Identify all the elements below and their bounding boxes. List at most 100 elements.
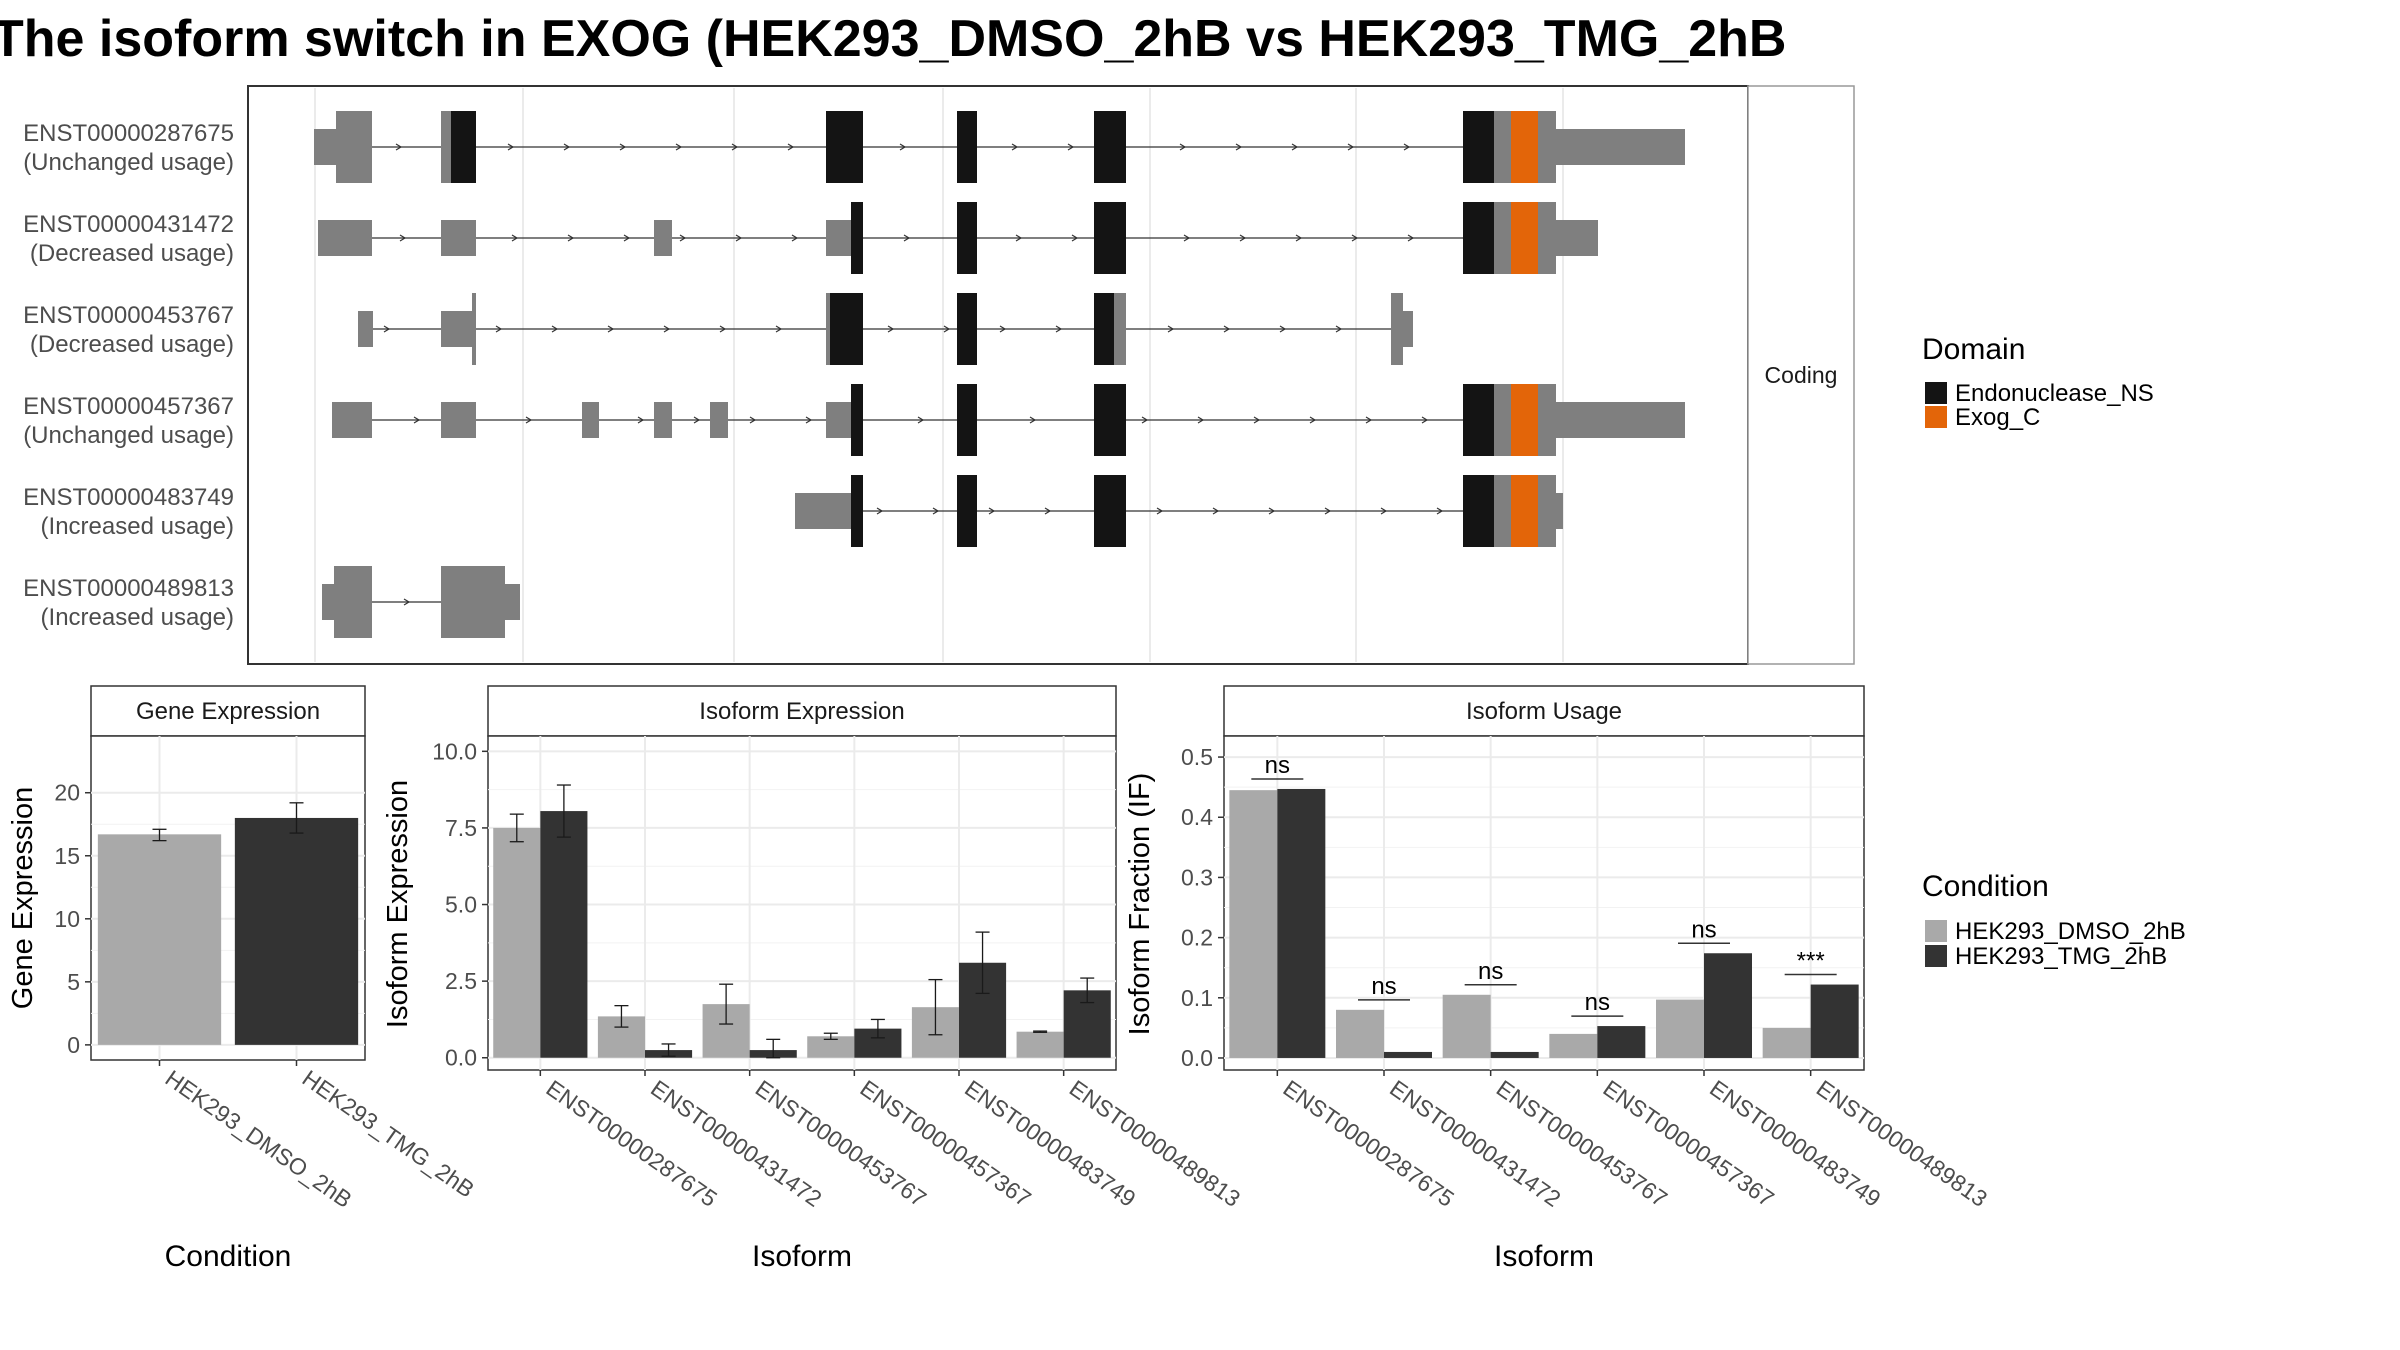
strand-arrow	[1295, 234, 1303, 242]
exon-block	[1463, 111, 1494, 183]
exon-block	[1463, 202, 1494, 274]
structure-strip	[1747, 85, 1855, 665]
isoform-track	[314, 111, 1685, 183]
exon-block	[1556, 493, 1563, 529]
exon-block	[851, 384, 863, 456]
structure-strip-label: Coding	[1765, 362, 1838, 388]
strand-arrow	[1015, 234, 1023, 242]
strand-arrow	[876, 507, 884, 515]
strand-arrow	[525, 416, 533, 424]
exon-block	[1556, 129, 1685, 165]
domain-legend: Domain Endonuclease_NS Exog_C	[1922, 333, 2154, 431]
y-tick-label: 0.0	[1181, 1045, 1213, 1071]
strand-arrow	[903, 234, 911, 242]
strand-arrow	[1167, 325, 1175, 333]
significance-label: ns	[1478, 958, 1503, 985]
isoform-expression-y-ticks: 0.0 2.5 5.0 7.5 10.0	[432, 738, 488, 1071]
exon-block	[1511, 475, 1538, 547]
x-tick-label: ENST00000489813	[1812, 1075, 1992, 1212]
bar	[1810, 984, 1859, 1058]
strand-arrow	[1239, 234, 1247, 242]
significance-label: ***	[1797, 948, 1825, 975]
exon-block	[1538, 384, 1556, 456]
exon-block	[957, 202, 977, 274]
exon-block	[1538, 202, 1556, 274]
exon-block	[957, 111, 977, 183]
significance-label: ns	[1585, 989, 1610, 1016]
strand-arrow	[735, 234, 743, 242]
exon-block	[710, 402, 728, 438]
structure-panel: Coding ENST00000287675(Unchanged usage)E…	[23, 85, 1855, 665]
strand-arrow	[551, 325, 559, 333]
bar	[1384, 1051, 1432, 1058]
exon-block	[1511, 111, 1538, 183]
exon-block	[851, 202, 863, 274]
strand-arrow	[1365, 416, 1373, 424]
legend-swatch-endonuclease	[1925, 382, 1947, 404]
exon-block	[1463, 475, 1494, 547]
strand-arrow	[1071, 234, 1079, 242]
y-tick-label: 0.0	[445, 1045, 477, 1071]
isoform-id-label: ENST00000431472	[23, 211, 234, 238]
isoform-usage-label: (Increased usage)	[41, 604, 234, 631]
significance-label: ns	[1265, 752, 1290, 779]
exon-block	[1556, 402, 1685, 438]
isoform-expression-strip	[487, 685, 1117, 737]
isoform-expression-plot-area	[487, 735, 1117, 1071]
exon-block	[1463, 384, 1494, 456]
exon-block	[1511, 384, 1538, 456]
strand-arrow	[719, 325, 727, 333]
strand-arrow	[787, 143, 795, 151]
y-tick-label: 5	[67, 969, 80, 995]
exon-block	[1094, 475, 1126, 547]
exon-block	[1556, 220, 1598, 256]
bar	[1442, 994, 1491, 1058]
bar	[97, 834, 222, 1045]
strand-arrow	[1407, 234, 1415, 242]
isoform-usage-label: (Decreased usage)	[30, 240, 234, 267]
strand-arrow	[943, 325, 951, 333]
strand-arrow	[917, 416, 925, 424]
strand-arrow	[1141, 416, 1149, 424]
x-tick-label: ENST00000287675	[1278, 1075, 1458, 1212]
strand-arrow	[675, 143, 683, 151]
bar	[1336, 1009, 1384, 1058]
bar	[540, 811, 588, 1058]
strand-arrow	[395, 143, 403, 151]
strand-arrow	[663, 325, 671, 333]
strand-arrow	[413, 416, 421, 424]
strand-arrow	[1309, 416, 1317, 424]
exon-block	[957, 384, 977, 456]
x-tick-label: ENST00000457367	[855, 1075, 1035, 1212]
strand-arrow	[1351, 234, 1359, 242]
strand-arrow	[607, 325, 615, 333]
x-tick-label: ENST00000453767	[1492, 1075, 1672, 1212]
y-tick-label: 2.5	[445, 968, 477, 994]
exon-block	[826, 111, 863, 183]
y-tick-label: 0.4	[1181, 804, 1213, 830]
x-tick-label: ENST00000483749	[1705, 1075, 1885, 1212]
strand-arrow	[1212, 507, 1220, 515]
x-tick-label: ENST00000287675	[541, 1075, 721, 1212]
x-tick-label: ENST00000457367	[1598, 1075, 1778, 1212]
isoform-expression-grid	[488, 736, 1116, 1070]
exon-block	[1114, 293, 1126, 365]
strand-arrow	[511, 234, 519, 242]
isoform-usage-plot-area	[1223, 735, 1865, 1071]
isoform-id-label: ENST00000457367	[23, 393, 234, 420]
condition-legend: Condition HEK293_DMSO_2hB HEK293_TMG_2hB	[1922, 870, 2186, 970]
strand-arrow	[383, 325, 391, 333]
exon-block	[1094, 384, 1126, 456]
strand-arrow	[749, 416, 757, 424]
structure-grid	[314, 88, 1564, 662]
y-tick-label: 0.5	[1181, 744, 1213, 770]
strand-arrow	[988, 507, 996, 515]
isoform-id-label: ENST00000287675	[23, 120, 234, 147]
isoform-track	[795, 475, 1563, 547]
exon-block	[441, 111, 451, 183]
bar	[1490, 1051, 1539, 1058]
exon-block	[441, 220, 476, 256]
legend-swatch-exog-c	[1925, 406, 1947, 428]
strand-arrow	[899, 143, 907, 151]
y-tick-label: 0	[67, 1032, 80, 1058]
